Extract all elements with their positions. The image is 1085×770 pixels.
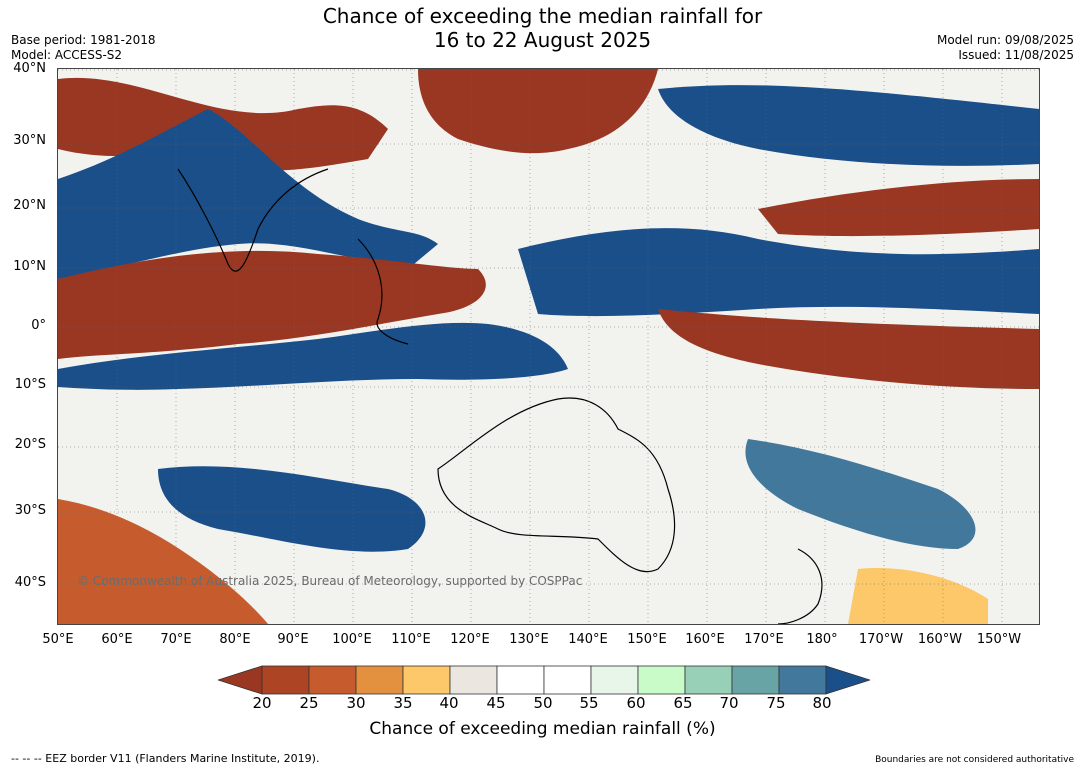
india-coastline	[177, 168, 329, 272]
lat-label: 20°S	[14, 437, 46, 452]
colorbar-tick: 20	[252, 694, 272, 712]
field-low-equatorial-indian-ocean	[58, 250, 486, 359]
lon-label: 180°	[806, 632, 838, 647]
lon-label: 100°E	[332, 632, 372, 647]
southeast-asia-coastline	[357, 238, 409, 345]
colorbar-graphic	[216, 665, 872, 695]
field-high-maritime-continent	[58, 322, 568, 390]
metadata-right: Model run: 09/08/2025 Issued: 11/08/2025	[937, 33, 1074, 63]
rainfall-map[interactable]	[57, 68, 1040, 625]
field-low-tasman	[848, 568, 988, 624]
lon-label: 150°W	[976, 632, 1022, 647]
lon-label: 150°E	[627, 632, 667, 647]
colorbar-tick: 45	[486, 694, 506, 712]
model-name: Model: ACCESS-S2	[11, 48, 123, 62]
lat-label: 10°S	[14, 377, 46, 392]
colorbar-tick: 60	[626, 694, 646, 712]
colorbar-swatch	[684, 665, 733, 695]
colorbar-extend-high	[825, 665, 872, 695]
field-high-arabian-bay-of-bengal	[58, 109, 438, 279]
field-low-china	[418, 69, 658, 154]
colorbar-swatch	[355, 665, 404, 695]
map-canvas	[58, 69, 1039, 624]
lon-label: 160°E	[685, 632, 725, 647]
lon-label: 170°W	[858, 632, 904, 647]
lon-label: 90°E	[277, 632, 309, 647]
field-high-southwest-pacific	[745, 439, 976, 549]
colorbar-tick: 25	[299, 694, 319, 712]
lat-label: 0°	[31, 318, 46, 333]
colorbar-tick: 75	[766, 694, 786, 712]
field-low-central-pacific	[658, 309, 1039, 389]
lat-label: 10°N	[13, 259, 46, 274]
lon-label: 140°E	[568, 632, 608, 647]
colorbar-tick: 50	[533, 694, 553, 712]
map-title: Chance of exceeding the median rainfall …	[0, 4, 1085, 52]
eez-border-note: -- -- -- EEZ border V11 (Flanders Marine…	[11, 752, 320, 765]
coastlines	[177, 168, 823, 624]
colorbar-swatch	[449, 665, 498, 695]
copyright-credit: © Commonwealth of Australia 2025, Bureau…	[77, 574, 583, 588]
lon-label: 70°E	[160, 632, 192, 647]
lon-label: 80°E	[219, 632, 251, 647]
lon-label: 170°E	[744, 632, 784, 647]
colorbar-swatch	[590, 665, 639, 695]
colorbar-swatch	[402, 665, 451, 695]
colorbar-swatch	[496, 665, 545, 695]
colorbar-extend-low	[216, 665, 263, 695]
metadata-left: Base period: 1981-2018 Model: ACCESS-S2	[11, 33, 156, 63]
title-line-1: Chance of exceeding the median rainfall …	[322, 4, 763, 28]
field-high-south-indian-ocean	[158, 466, 426, 552]
new-zealand-coastline	[777, 548, 823, 624]
lat-label: 40°S	[14, 575, 46, 590]
colorbar-tick: 30	[346, 694, 366, 712]
lat-label: 20°N	[13, 198, 46, 213]
field-high-north-pacific	[658, 85, 1039, 166]
field-low-southwest-indian-ocean	[58, 499, 268, 624]
lat-label: 30°N	[13, 133, 46, 148]
colorbar-tick: 35	[393, 694, 413, 712]
boundaries-disclaimer: Boundaries are not considered authoritat…	[875, 755, 1074, 765]
lon-label: 60°E	[101, 632, 133, 647]
graticule	[58, 69, 1039, 624]
colorbar-tick: 70	[719, 694, 739, 712]
colorbar-swatch	[731, 665, 780, 695]
colorbar-swatch	[308, 665, 357, 695]
base-period: Base period: 1981-2018	[11, 33, 156, 47]
lon-label: 130°E	[509, 632, 549, 647]
colorbar-label: Chance of exceeding median rainfall (%)	[369, 719, 716, 739]
lat-label: 30°S	[14, 503, 46, 518]
colorbar-tick: 40	[439, 694, 459, 712]
colorbar-tick: 80	[812, 694, 832, 712]
title-line-2: 16 to 22 August 2025	[433, 28, 652, 52]
issued-date: Issued: 11/08/2025	[958, 48, 1074, 62]
field-high-western-pacific	[518, 228, 1039, 317]
lon-label: 160°W	[917, 632, 963, 647]
colorbar-tick: 65	[673, 694, 693, 712]
lon-label: 110°E	[391, 632, 431, 647]
lat-label: 40°N	[13, 61, 46, 76]
colorbar-swatch	[778, 665, 827, 695]
australia-coastline	[437, 397, 676, 573]
colorbar-swatch	[261, 665, 310, 695]
lon-label: 120°E	[450, 632, 490, 647]
colorbar-tick: 55	[579, 694, 599, 712]
colorbar-swatch	[637, 665, 686, 695]
colorbar-swatch	[543, 665, 592, 695]
field-low-subtropical-north-pacific	[758, 179, 1039, 237]
colorbar-swatches	[216, 665, 872, 695]
rainfall-fields	[58, 69, 1039, 624]
model-run: Model run: 09/08/2025	[936, 33, 1074, 47]
lon-label: 50°E	[42, 632, 74, 647]
colorbar	[216, 665, 872, 699]
